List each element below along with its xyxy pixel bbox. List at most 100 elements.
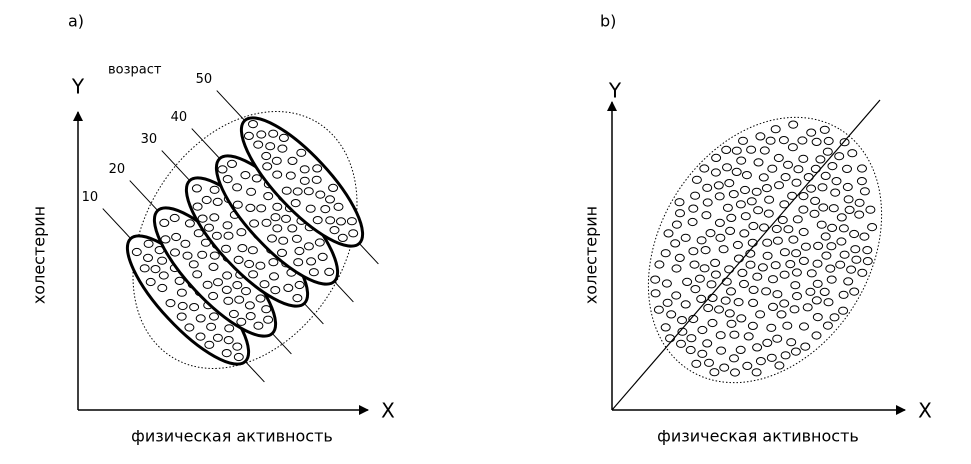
point	[292, 187, 303, 196]
point	[720, 296, 731, 305]
point	[150, 265, 161, 274]
point	[246, 187, 257, 196]
point	[232, 200, 243, 209]
point	[745, 249, 756, 258]
point	[278, 133, 289, 142]
point	[701, 211, 712, 220]
point	[184, 219, 195, 228]
x-axis-label: физическая активность	[657, 427, 859, 446]
point	[776, 310, 787, 319]
point	[193, 229, 204, 238]
point	[791, 249, 802, 258]
point	[790, 281, 801, 290]
point	[838, 306, 849, 315]
point	[305, 204, 316, 213]
point	[779, 270, 790, 279]
point	[666, 310, 677, 319]
point	[143, 239, 154, 248]
point	[240, 171, 251, 180]
point	[278, 236, 289, 245]
point	[262, 162, 273, 171]
point	[700, 246, 711, 255]
point	[233, 255, 244, 264]
point	[699, 264, 710, 273]
point	[798, 205, 809, 214]
point	[287, 224, 298, 233]
point	[811, 331, 822, 340]
point	[799, 322, 809, 331]
point	[802, 303, 813, 312]
point	[854, 210, 865, 219]
point	[222, 175, 233, 184]
point	[791, 178, 802, 187]
point	[859, 187, 870, 196]
point	[748, 221, 759, 231]
group-label: 10	[82, 190, 99, 205]
point	[281, 186, 292, 195]
point	[277, 144, 288, 153]
point	[346, 217, 357, 226]
point	[650, 289, 661, 298]
point	[772, 334, 783, 343]
point	[688, 314, 699, 324]
point	[725, 226, 736, 235]
point	[762, 338, 773, 347]
x-axis-letter: X	[918, 399, 932, 423]
point	[212, 197, 223, 206]
point	[329, 226, 340, 235]
point	[752, 343, 763, 352]
point	[842, 182, 853, 192]
point	[736, 314, 747, 323]
point	[209, 185, 220, 194]
point	[706, 280, 717, 289]
point	[232, 342, 243, 351]
point	[270, 286, 281, 295]
point	[798, 154, 809, 163]
point	[787, 191, 798, 200]
point	[753, 206, 764, 215]
point	[806, 269, 817, 278]
point	[772, 236, 783, 245]
point	[834, 152, 845, 161]
point	[159, 218, 170, 227]
point	[724, 265, 735, 274]
point	[654, 260, 665, 269]
point	[722, 203, 733, 212]
point	[792, 215, 803, 224]
x-axis-label: физическая активность	[131, 427, 333, 446]
point	[747, 321, 758, 330]
point	[223, 296, 234, 305]
point	[171, 232, 182, 242]
point	[843, 195, 854, 204]
point	[237, 244, 248, 253]
point	[263, 192, 274, 201]
point	[759, 223, 769, 232]
point	[787, 143, 798, 152]
point	[777, 215, 788, 225]
point	[850, 245, 861, 254]
point	[661, 279, 672, 288]
point	[714, 305, 724, 314]
point	[690, 285, 701, 294]
point	[724, 179, 735, 188]
point	[248, 120, 258, 129]
point	[789, 305, 800, 314]
point	[793, 165, 804, 174]
panel-label: a)	[68, 12, 84, 31]
point	[306, 257, 317, 266]
point	[697, 325, 708, 335]
point	[844, 205, 855, 214]
point	[745, 260, 756, 269]
point	[826, 275, 837, 284]
point	[751, 187, 762, 196]
point	[221, 244, 231, 253]
point	[800, 242, 811, 251]
point	[277, 248, 287, 257]
point	[285, 171, 296, 180]
point	[813, 241, 824, 250]
point	[821, 251, 832, 260]
point	[223, 336, 234, 345]
point	[713, 181, 724, 190]
point	[742, 361, 753, 370]
point	[299, 176, 310, 185]
